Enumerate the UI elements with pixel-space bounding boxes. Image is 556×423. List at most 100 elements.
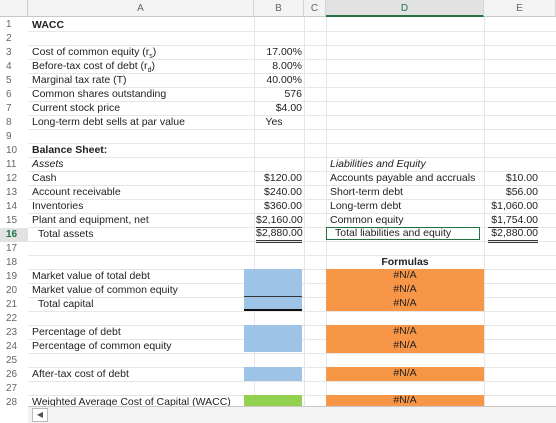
input-value-cost-debt[interactable]: 8.00%: [272, 60, 302, 72]
row-header[interactable]: 14: [0, 200, 28, 214]
after-tax-formula[interactable]: #N/A: [326, 367, 484, 381]
column-gridline: [304, 17, 305, 406]
input-label-cost-debt[interactable]: Before-tax cost of debt (rd): [32, 60, 155, 75]
row-header[interactable]: 4: [0, 60, 28, 74]
pct-equity-formula[interactable]: #N/A: [326, 339, 484, 353]
pct-debt-label[interactable]: Percentage of debt: [32, 326, 121, 338]
column-header-e[interactable]: E: [484, 0, 556, 17]
row-header[interactable]: 25: [0, 354, 28, 368]
input-value-shares[interactable]: 576: [284, 88, 302, 100]
row-header[interactable]: 5: [0, 74, 28, 88]
row-header[interactable]: 3: [0, 46, 28, 60]
column-header-a[interactable]: A: [28, 0, 254, 17]
input-label-tax-rate[interactable]: Marginal tax rate (T): [32, 74, 127, 86]
input-value-tax-rate[interactable]: 40.00%: [266, 74, 302, 86]
asset-value-cash[interactable]: $120.00: [264, 172, 302, 184]
asset-label-inventories[interactable]: Inventories: [32, 200, 84, 212]
row-header[interactable]: 21: [0, 298, 28, 312]
mv-equity-formula[interactable]: #N/A: [326, 283, 484, 297]
scroll-left-arrow-icon[interactable]: ◀: [32, 408, 48, 422]
mv-debt-formula[interactable]: #N/A: [326, 269, 484, 283]
input-label-debt-par[interactable]: Long-term debt sells at par value: [32, 116, 185, 128]
mv-equity-label[interactable]: Market value of common equity: [32, 284, 178, 296]
column-header-b[interactable]: B: [254, 0, 304, 17]
pct-equity-label[interactable]: Percentage of common equity: [32, 340, 172, 352]
liab-label-short-debt[interactable]: Short-term debt: [330, 186, 403, 198]
row-header[interactable]: 18: [0, 256, 28, 270]
after-tax-input[interactable]: [244, 367, 302, 381]
row-gridline: [28, 381, 556, 382]
liab-label-common-equity[interactable]: Common equity: [330, 214, 450, 228]
input-label-shares[interactable]: Common shares outstanding: [32, 88, 167, 100]
liab-value-payables[interactable]: $10.00: [505, 172, 538, 184]
sheet-title[interactable]: WACC: [32, 19, 65, 31]
pct-debt-formula[interactable]: #N/A: [326, 325, 484, 339]
pct-debt-input[interactable]: [244, 325, 302, 352]
column-header-d[interactable]: D: [326, 0, 484, 17]
asset-value-plant[interactable]: $2,160.00: [256, 214, 303, 228]
row-header[interactable]: 13: [0, 186, 28, 200]
asset-label-plant[interactable]: Plant and equipment, net: [32, 214, 149, 226]
mv-equity-input[interactable]: [244, 283, 302, 297]
liab-value-common-equity[interactable]: $1,754.00: [488, 214, 538, 228]
liab-value-total[interactable]: $2,880.00: [488, 227, 538, 243]
row-gridline: [28, 143, 556, 144]
row-header[interactable]: 12: [0, 172, 28, 186]
after-tax-label[interactable]: After-tax cost of debt: [32, 368, 129, 380]
asset-label-cash[interactable]: Cash: [32, 172, 57, 184]
row-header[interactable]: 15: [0, 214, 28, 228]
row-header[interactable]: 2: [0, 32, 28, 46]
liab-label-total[interactable]: Total liabilities and equity: [326, 227, 480, 240]
asset-value-receivable[interactable]: $240.00: [264, 186, 302, 198]
row-header[interactable]: 17: [0, 242, 28, 256]
total-capital-formula[interactable]: #N/A: [326, 297, 484, 311]
row-header[interactable]: 24: [0, 340, 28, 354]
total-capital-label[interactable]: Total capital: [38, 298, 94, 310]
input-label-stock-price[interactable]: Current stock price: [32, 102, 121, 114]
asset-value-total[interactable]: $2,880.00: [256, 227, 303, 243]
liab-label-payables[interactable]: Accounts payable and accruals: [330, 172, 476, 184]
liabilities-heading[interactable]: Liabilities and Equity: [330, 158, 426, 170]
row-gridline: [28, 101, 556, 102]
row-header[interactable]: 16: [0, 228, 28, 242]
mv-debt-input[interactable]: [244, 269, 302, 283]
formulas-header[interactable]: Formulas: [381, 256, 429, 268]
input-value-stock-price[interactable]: $4.00: [275, 102, 302, 114]
balance-sheet-heading[interactable]: Balance Sheet:: [32, 144, 108, 156]
liab-value-long-debt[interactable]: $1,060.00: [491, 200, 538, 212]
row-header[interactable]: 27: [0, 382, 28, 396]
asset-label-total[interactable]: Total assets: [38, 228, 94, 240]
row-header[interactable]: 8: [0, 116, 28, 130]
input-label-cost-equity[interactable]: Cost of common equity (rs): [32, 46, 157, 61]
row-header[interactable]: 1: [0, 18, 28, 32]
row-gridline: [28, 45, 556, 46]
mv-debt-label[interactable]: Market value of total debt: [32, 270, 150, 282]
row-header[interactable]: 20: [0, 284, 28, 298]
column-gridline: [326, 17, 327, 406]
wacc-formula[interactable]: #N/A: [326, 395, 484, 406]
row-header[interactable]: 7: [0, 102, 28, 116]
row-header[interactable]: 11: [0, 158, 28, 172]
row-header[interactable]: 19: [0, 270, 28, 284]
row-header[interactable]: 28: [0, 396, 28, 410]
horizontal-scrollbar[interactable]: [28, 406, 556, 423]
row-header[interactable]: 9: [0, 130, 28, 144]
liab-label-long-debt[interactable]: Long-term debt: [330, 200, 402, 212]
select-all-corner[interactable]: [0, 0, 28, 17]
row-header[interactable]: 6: [0, 88, 28, 102]
row-header[interactable]: 26: [0, 368, 28, 382]
row-gridline: [28, 115, 556, 116]
input-value-debt-par[interactable]: Yes: [265, 116, 283, 128]
liab-value-short-debt[interactable]: $56.00: [505, 186, 538, 198]
wacc-input[interactable]: [244, 395, 302, 406]
row-header[interactable]: 23: [0, 326, 28, 340]
wacc-label[interactable]: Weighted Average Cost of Capital (WACC): [32, 396, 231, 408]
row-header[interactable]: 10: [0, 144, 28, 158]
asset-value-inventories[interactable]: $360.00: [264, 200, 302, 212]
total-capital-input[interactable]: [244, 297, 302, 311]
asset-label-receivable[interactable]: Account receivable: [32, 186, 121, 198]
row-header[interactable]: 22: [0, 312, 28, 326]
assets-heading[interactable]: Assets: [32, 158, 64, 170]
input-value-cost-equity[interactable]: 17.00%: [266, 46, 302, 58]
column-header-c[interactable]: C: [304, 0, 326, 17]
